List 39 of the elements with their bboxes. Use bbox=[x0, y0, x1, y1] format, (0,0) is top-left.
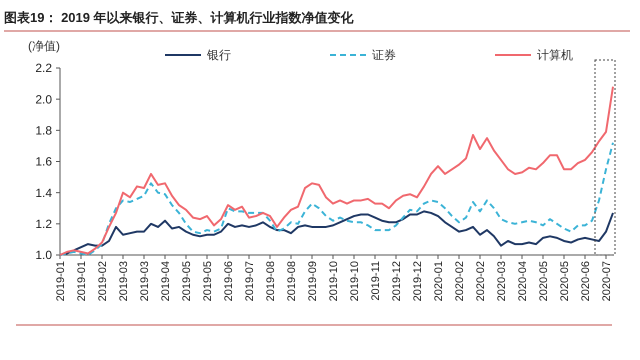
x-tick-label: 2020-02 bbox=[475, 261, 487, 302]
legend-label: 证券 bbox=[372, 48, 396, 62]
x-tick-label: 2020-07 bbox=[601, 261, 613, 302]
chart-title: 图表19： 2019 年以来银行、证券、计算机行业指数净值变化 bbox=[4, 10, 355, 25]
legend-label: 银行 bbox=[206, 48, 231, 62]
x-tick-label: 2019-12 bbox=[412, 261, 424, 302]
y-tick-label: 1.4 bbox=[35, 186, 52, 200]
x-tick-label: 2019-05 bbox=[181, 261, 193, 302]
x-tick-label: 2019-07 bbox=[244, 261, 256, 302]
y-tick-label: 2.0 bbox=[35, 92, 52, 106]
x-tick-label: 2019-01 bbox=[55, 261, 67, 302]
x-tick-label: 2019-03 bbox=[139, 261, 151, 302]
y-tick-label: 1.0 bbox=[35, 248, 52, 262]
x-tick-label: 2019-10 bbox=[328, 261, 340, 302]
x-tick-label: 2019-01 bbox=[76, 261, 88, 302]
x-tick-label: 2019-11 bbox=[370, 261, 382, 301]
x-tick-label: 2019-02 bbox=[97, 261, 109, 302]
x-tick-label: 2020-06 bbox=[580, 261, 592, 302]
y-axis-title: (净值) bbox=[28, 39, 60, 53]
x-tick-label: 2020-02 bbox=[454, 261, 466, 302]
x-tick-label: 2020-05 bbox=[538, 261, 550, 302]
x-tick-label: 2019-08 bbox=[286, 261, 298, 302]
y-tick-label: 1.8 bbox=[35, 124, 52, 138]
y-tick-label: 2.2 bbox=[35, 61, 52, 76]
x-tick-label: 2019-04 bbox=[160, 261, 172, 302]
x-tick-label: 2020-05 bbox=[559, 261, 571, 302]
x-tick-label: 2019-08 bbox=[265, 261, 277, 302]
x-tick-label: 2019-03 bbox=[118, 261, 130, 302]
x-tick-label: 2019-05 bbox=[202, 261, 214, 302]
x-tick-label: 2019-12 bbox=[391, 261, 403, 302]
x-tick-label: 2020-03 bbox=[496, 261, 508, 302]
y-tick-label: 1.6 bbox=[35, 154, 52, 169]
y-tick-label: 1.2 bbox=[35, 217, 52, 232]
x-tick-label: 2019-09 bbox=[307, 261, 319, 302]
x-tick-label: 2020-01 bbox=[433, 261, 445, 302]
x-tick-label: 2019-10 bbox=[349, 261, 361, 302]
legend-label: 计算机 bbox=[537, 48, 573, 62]
x-tick-label: 2020-04 bbox=[517, 261, 529, 302]
x-tick-label: 2019-06 bbox=[223, 261, 235, 302]
